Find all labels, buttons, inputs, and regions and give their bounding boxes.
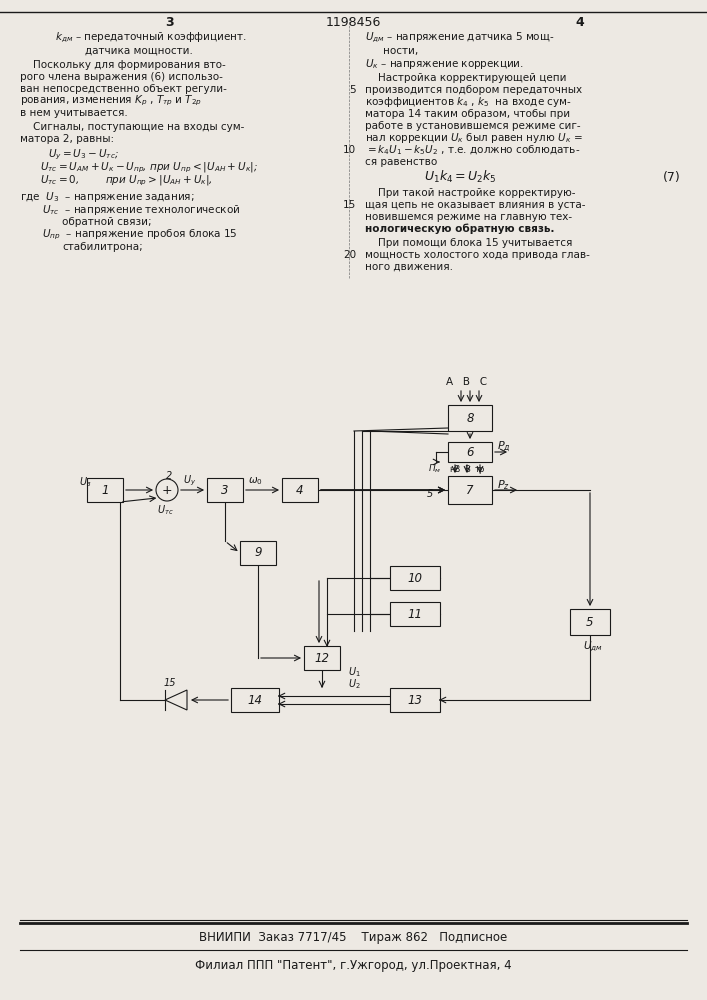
Bar [390, 688, 440, 712]
Text: 9: 9 [255, 546, 262, 560]
Text: стабилитрона;: стабилитрона; [62, 242, 143, 252]
Text: 15: 15 [343, 200, 356, 210]
Text: ВНИИПИ  Заказ 7717/45    Тираж 862   Подписное: ВНИИПИ Заказ 7717/45 Тираж 862 Подписное [199, 930, 507, 944]
Text: 14: 14 [247, 694, 262, 706]
Bar [448, 476, 492, 504]
Text: Сигналы, поступающие на входы сум-: Сигналы, поступающие на входы сум- [20, 122, 245, 132]
Text: $\omega_0$: $\omega_0$ [248, 475, 263, 487]
Text: ся равенство: ся равенство [365, 157, 437, 167]
Text: матора 2, равны:: матора 2, равны: [20, 134, 114, 144]
Text: Поскольку для формирования вто-: Поскольку для формирования вто- [20, 60, 226, 70]
Text: $U_к$ – напряжение коррекции.: $U_к$ – напряжение коррекции. [365, 57, 524, 71]
Text: 1: 1 [101, 484, 109, 496]
Text: 5: 5 [427, 489, 433, 499]
Text: $P_z$: $P_z$ [497, 478, 510, 492]
Text: 15: 15 [164, 678, 176, 688]
Bar [448, 405, 492, 431]
Text: 4: 4 [575, 15, 585, 28]
Text: $U_у$: $U_у$ [183, 474, 197, 488]
Text: рого члена выражения (6) использо-: рого члена выражения (6) использо- [20, 72, 223, 82]
Text: А   В   С: А В С [446, 377, 488, 387]
Bar [390, 566, 440, 590]
Text: 5: 5 [349, 85, 356, 95]
Text: 10: 10 [343, 145, 356, 155]
Text: 5: 5 [586, 615, 594, 629]
Text: работе в установившемся режиме сиг-: работе в установившемся режиме сиг- [365, 121, 580, 131]
Text: $U_{тс}$: $U_{тс}$ [157, 503, 173, 517]
Text: 13: 13 [407, 694, 423, 706]
Text: рования, изменения $K_p$ , $T_{тр}$ и $T_{2p}$: рования, изменения $K_p$ , $T_{тр}$ и $T… [20, 94, 202, 108]
Text: ности,: ности, [383, 46, 419, 56]
Text: 8: 8 [466, 412, 474, 424]
Bar [87, 478, 123, 502]
Text: 10: 10 [407, 572, 423, 584]
Bar [240, 541, 276, 565]
Text: $U_{дм}$ – напряжение датчика 5 мощ-: $U_{дм}$ – напряжение датчика 5 мощ- [365, 31, 554, 45]
Text: 3: 3 [221, 484, 229, 496]
Text: $U_{тс}$  – напряжение технологической: $U_{тс}$ – напряжение технологической [42, 203, 240, 217]
Text: $U_з$: $U_з$ [78, 475, 91, 489]
Text: обратной связи;: обратной связи; [62, 217, 151, 227]
Text: датчика мощности.: датчика мощности. [85, 46, 193, 56]
Text: новившемся режиме на главную тех-: новившемся режиме на главную тех- [365, 212, 572, 222]
Text: $U_{дм}$: $U_{дм}$ [583, 640, 603, 654]
Text: $U_1 k_4 = U_2 k_5$: $U_1 k_4 = U_2 k_5$ [423, 169, 496, 185]
Text: $U_{тс} = U_{АМ} + U_к - U_{пр}$, при $U_{пр} < |U_{АН} + U_к|$;: $U_{тс} = U_{АМ} + U_к - U_{пр}$, при $U… [40, 161, 258, 175]
Text: в нем учитывается.: в нем учитывается. [20, 108, 128, 118]
Text: $= k_4 U_1 - k_5 U_2$ , т.е. должно соблюдать-: $= k_4 U_1 - k_5 U_2$ , т.е. должно собл… [365, 143, 580, 157]
Text: мощность холостого хода привода глав-: мощность холостого хода привода глав- [365, 250, 590, 260]
Text: 7: 7 [466, 484, 474, 496]
Text: 3: 3 [165, 15, 175, 28]
Text: $U_{пр}$  – напряжение пробоя блока 15: $U_{пр}$ – напряжение пробоя блока 15 [42, 228, 238, 242]
Text: При помощи блока 15 учитывается: При помощи блока 15 учитывается [365, 238, 573, 248]
Bar [231, 688, 279, 712]
Text: производится подбором передаточных: производится подбором передаточных [365, 85, 582, 95]
Text: $k_{дм}$ – передаточный коэффициент.: $k_{дм}$ – передаточный коэффициент. [55, 31, 247, 45]
Text: 11: 11 [407, 607, 423, 620]
Text: 1198456: 1198456 [325, 15, 380, 28]
Text: 12: 12 [315, 652, 329, 664]
Bar [207, 478, 243, 502]
Text: $U_y = U_3 - U_{тс}$;: $U_y = U_3 - U_{тс}$; [48, 148, 119, 162]
Text: 2: 2 [166, 471, 172, 481]
Text: В: В [464, 464, 470, 474]
Text: тр: тр [475, 464, 485, 474]
Text: $U_2$: $U_2$ [348, 677, 361, 691]
Text: (7): (7) [663, 170, 681, 184]
Text: коэффициентов $k_4$ , $k_5$  на входе сум-: коэффициентов $k_4$ , $k_5$ на входе сум… [365, 95, 572, 109]
Text: 6: 6 [466, 446, 474, 458]
Text: +: + [162, 484, 173, 496]
Text: нологическую обратную связь.: нологическую обратную связь. [365, 224, 554, 234]
Text: При такой настройке корректирую-: При такой настройке корректирую- [365, 188, 575, 198]
Text: $P_д$: $P_д$ [497, 440, 510, 454]
Text: ван непосредственно объект регули-: ван непосредственно объект регули- [20, 84, 227, 94]
Text: 4: 4 [296, 484, 304, 496]
Bar [390, 602, 440, 626]
Bar [282, 478, 318, 502]
Text: щая цепь не оказывает влияния в уста-: щая цепь не оказывает влияния в уста- [365, 200, 585, 210]
Text: матора 14 таким образом, чтобы при: матора 14 таким образом, чтобы при [365, 109, 570, 119]
Bar [304, 646, 340, 670]
Text: где  $U_3$  – напряжение задания;: где $U_3$ – напряжение задания; [20, 190, 194, 204]
Text: нВ: нВ [450, 464, 461, 474]
Bar [448, 442, 492, 462]
Text: нал коррекции $U_к$ был равен нулю $U_к$ =: нал коррекции $U_к$ был равен нулю $U_к$… [365, 131, 583, 145]
Text: Настройка корректирующей цепи: Настройка корректирующей цепи [365, 73, 566, 83]
Text: Филиал ППП "Патент", г.Ужгород, ул.Проектная, 4: Филиал ППП "Патент", г.Ужгород, ул.Проек… [194, 958, 511, 972]
Bar [570, 609, 610, 635]
Text: ного движения.: ного движения. [365, 262, 453, 272]
Text: $U_1$: $U_1$ [348, 665, 361, 679]
Text: $U_{тс} = 0$,        при $U_{пр} > |U_{АН} + U_к|$,: $U_{тс} = 0$, при $U_{пр} > |U_{АН} + U_… [40, 174, 213, 188]
Text: $П_м$: $П_м$ [428, 463, 442, 475]
Text: 20: 20 [343, 250, 356, 260]
